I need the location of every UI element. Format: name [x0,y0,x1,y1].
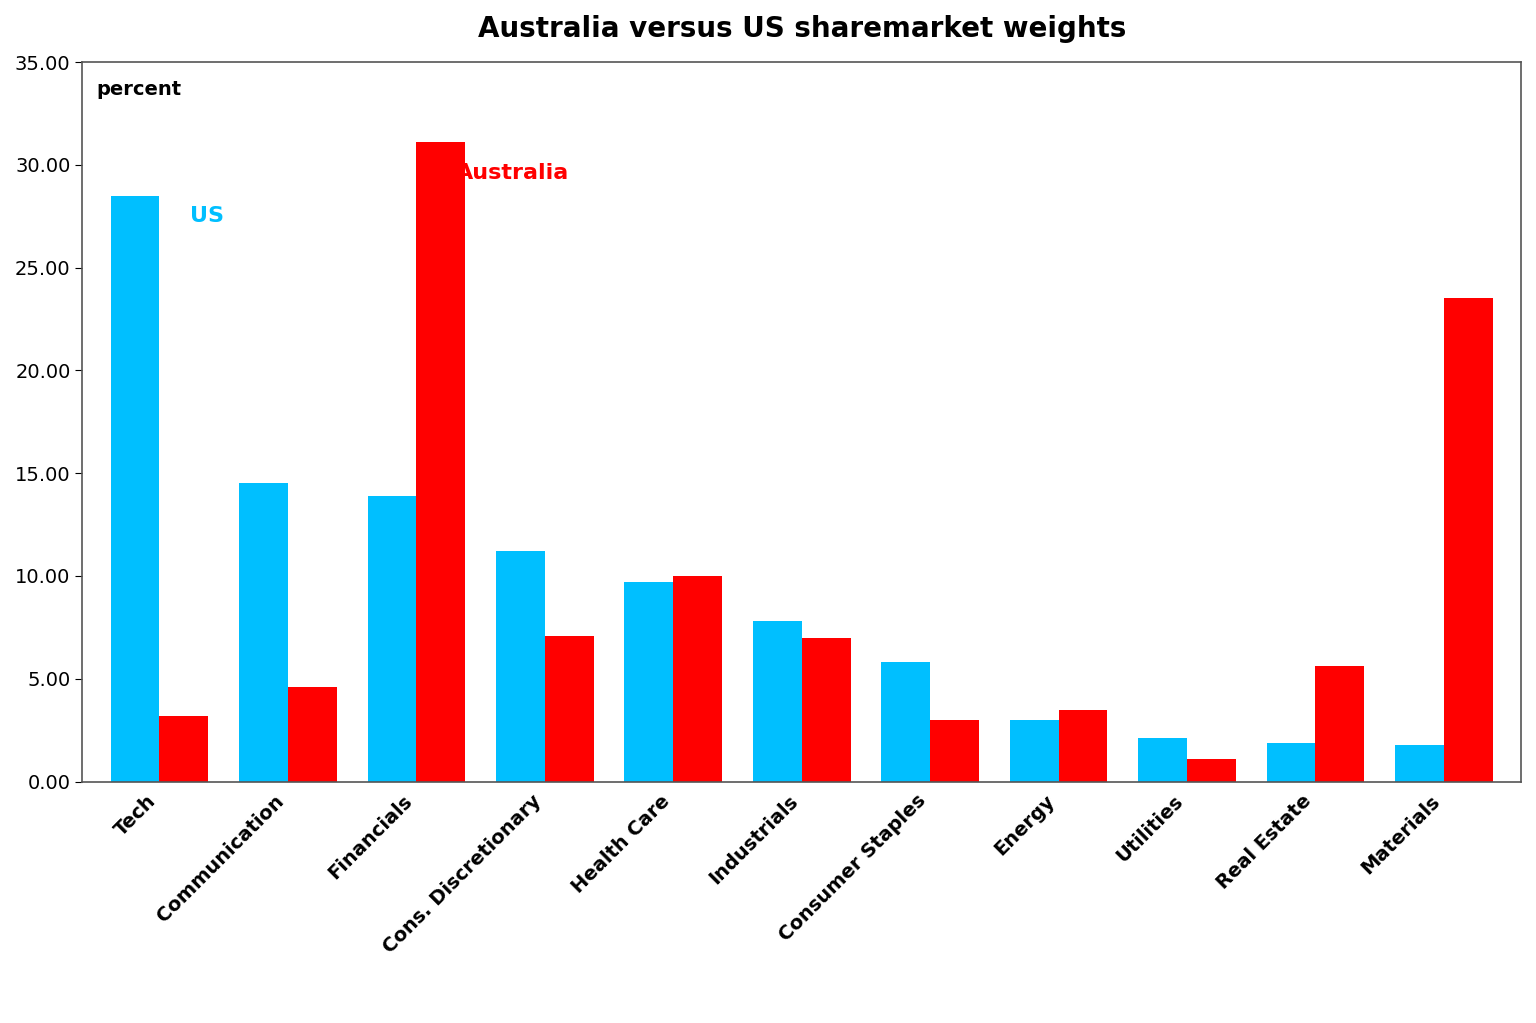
Bar [367,496,416,782]
Bar [287,687,336,782]
Bar [753,621,802,782]
Text: Australia: Australia [456,163,570,183]
Bar [496,551,545,782]
Text: percent: percent [97,80,181,99]
Bar [882,662,931,782]
Title: Australia versus US sharemarket weights: Australia versus US sharemarket weights [478,15,1126,43]
Bar [1138,739,1187,782]
Text: US: US [190,206,224,226]
Bar [1395,745,1444,782]
Bar [111,195,160,782]
Bar [1187,759,1236,782]
Bar [673,576,722,782]
Bar [160,716,209,782]
Bar [1009,720,1058,782]
Bar [1058,710,1107,782]
Bar [625,582,673,782]
Bar [1444,299,1493,782]
Bar [545,635,593,782]
Bar [802,637,851,782]
Bar [931,720,978,782]
Bar [1315,666,1364,782]
Bar [1267,743,1315,782]
Bar [416,142,465,782]
Bar [240,484,287,782]
